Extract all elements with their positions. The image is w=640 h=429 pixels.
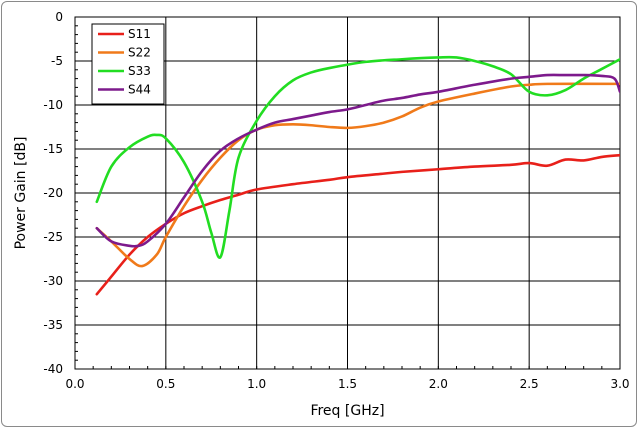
legend-label-s22: S22 (128, 46, 151, 60)
y-tick-label: -5 (51, 54, 63, 68)
x-tick-label: 1.5 (338, 377, 357, 391)
legend-label-s33: S33 (128, 64, 151, 78)
minor-ticks (74, 16, 621, 370)
x-tick-label: 2.5 (520, 377, 539, 391)
series-line-s33 (95, 55, 620, 259)
x-tick-label: 1.0 (247, 377, 266, 391)
y-tick-label: -20 (43, 186, 63, 200)
y-tick-label: -15 (43, 142, 63, 156)
y-tick-label: -35 (43, 318, 63, 332)
y-tick-label: -30 (43, 274, 63, 288)
x-tick-label: 3.0 (610, 377, 629, 391)
series-layer (95, 55, 620, 296)
y-tick-labels: 0 -5 -10 -15 -20 -25 -30 -35 -40 (43, 10, 63, 376)
x-tick-label: 0.0 (65, 377, 84, 391)
legend: S11 S22 S33 S44 (91, 23, 165, 105)
y-tick-label: -40 (43, 362, 63, 376)
y-tick-label: -25 (43, 230, 63, 244)
y-axis-label: Power Gain [dB] (13, 137, 29, 250)
series-line-s22 (95, 82, 620, 268)
legend-label-s44: S44 (128, 83, 151, 97)
x-tick-label: 0.5 (156, 377, 175, 391)
y-tick-label: -10 (43, 98, 63, 112)
series-line-s44 (95, 73, 620, 248)
x-axis-label: Freq [GHz] (310, 403, 384, 419)
x-tick-labels: 0.0 0.5 1.0 1.5 2.0 2.5 3.0 (65, 377, 629, 391)
x-tick-label: 2.0 (429, 377, 448, 391)
y-tick-label: 0 (55, 10, 63, 24)
legend-label-s11: S11 (128, 27, 151, 41)
